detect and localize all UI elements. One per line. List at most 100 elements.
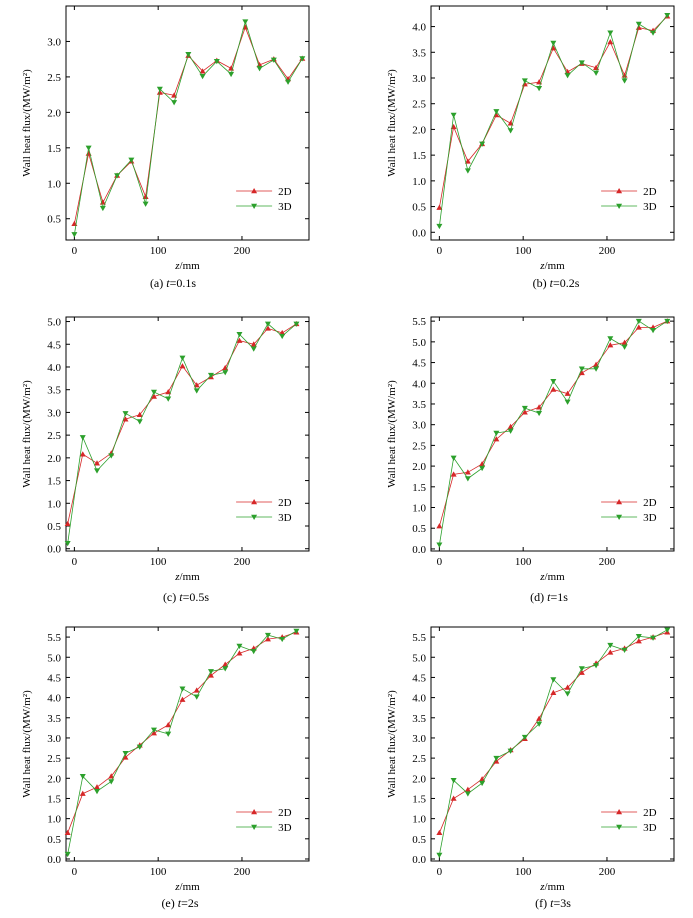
- y-tick-label: 5.5: [47, 632, 61, 644]
- y-tick-label: 4.0: [47, 362, 61, 374]
- y-tick-label: 0.0: [412, 227, 426, 239]
- y-tick-label: 2.0: [47, 107, 61, 119]
- x-axis-unit: /mm: [180, 571, 201, 583]
- caption-variable: t: [550, 896, 554, 910]
- y-tick-label: 2.0: [412, 773, 426, 785]
- data-point-3d: [521, 405, 528, 412]
- y-tick-label: 2.5: [47, 430, 61, 442]
- y-tick-label: 3.5: [412, 47, 426, 59]
- y-tick-label: 4.0: [412, 22, 426, 34]
- y-tick-label: 1.0: [412, 814, 426, 826]
- data-point-2d: [464, 786, 471, 792]
- legend-marker-3d: [616, 514, 623, 520]
- legend-label-2d: 2D: [278, 497, 292, 509]
- x-axis-label: z/mm: [174, 881, 200, 893]
- data-point-2d: [64, 520, 71, 526]
- plot-frame: [65, 626, 310, 862]
- y-tick-label: 2.5: [47, 72, 61, 84]
- data-point-2d: [436, 523, 443, 529]
- data-point-3d: [108, 453, 115, 459]
- data-point-3d: [185, 51, 192, 58]
- y-tick-label: 2.5: [412, 753, 426, 765]
- data-point-3d: [94, 788, 101, 795]
- y-tick-label: 3.0: [47, 733, 61, 745]
- data-point-3d: [436, 852, 443, 858]
- data-point-3d: [593, 366, 600, 372]
- plot-frame: [430, 5, 675, 241]
- data-point-3d: [650, 30, 657, 36]
- x-tick-label: 100: [150, 866, 167, 878]
- y-tick-label: 0.5: [412, 523, 426, 535]
- data-point-3d: [436, 542, 443, 548]
- y-tick-label: 2.5: [412, 440, 426, 452]
- data-point-2d: [450, 795, 457, 801]
- y-tick-label: 0.0: [47, 854, 61, 866]
- x-axis-variable: z: [539, 260, 545, 272]
- data-point-3d: [550, 677, 557, 683]
- data-point-3d: [479, 141, 486, 147]
- x-tick-label: 0: [72, 556, 78, 568]
- caption-value: =3s: [553, 896, 571, 910]
- data-point-2d: [79, 451, 86, 457]
- data-point-3d: [99, 205, 106, 212]
- y-tick-label: 1.0: [412, 176, 426, 188]
- data-point-3d: [207, 669, 214, 675]
- x-axis-unit: /mm: [545, 881, 566, 893]
- data-point-2d: [122, 754, 129, 760]
- y-tick-label: 1.5: [47, 476, 61, 488]
- data-point-2d: [550, 45, 557, 51]
- x-axis-label: z/mm: [174, 571, 200, 583]
- data-point-2d: [536, 404, 543, 410]
- x-axis-label: z/mm: [539, 260, 565, 272]
- x-axis-label: z/mm: [174, 260, 200, 272]
- data-point-2d: [94, 784, 101, 790]
- data-point-3d: [222, 370, 229, 376]
- legend-marker-3d: [616, 824, 623, 830]
- data-point-2d: [493, 112, 500, 118]
- data-point-3d: [250, 346, 257, 352]
- data-point-3d: [493, 430, 500, 436]
- chart-panel-5: 0.0 0.5 1.0 1.5 2.0 2.5 3.0 3.5 4.0 4.5 5.0 5.5 0 100…: [21, 626, 310, 910]
- data-point-3d: [165, 731, 172, 737]
- data-point-2d: [122, 416, 129, 422]
- caption-value: =1s: [550, 590, 568, 604]
- legend-marker-3d: [251, 514, 258, 520]
- data-point-3d: [199, 73, 206, 80]
- data-point-3d: [264, 632, 271, 639]
- data-point-3d: [536, 410, 543, 417]
- x-tick-label: 200: [599, 245, 616, 257]
- legend-marker-3d: [616, 203, 623, 209]
- data-point-3d: [507, 128, 514, 134]
- data-point-2d: [607, 39, 614, 45]
- legend-label-3d: 3D: [278, 201, 292, 213]
- data-point-2d: [550, 689, 557, 696]
- data-point-3d: [635, 634, 642, 640]
- data-point-2d: [564, 390, 571, 396]
- data-point-2d: [550, 386, 557, 392]
- x-tick-label: 200: [234, 556, 251, 568]
- data-point-3d: [236, 332, 243, 338]
- panel-caption: (f) t=3s: [535, 896, 571, 910]
- caption-prefix: (a): [150, 276, 166, 290]
- panel-caption: (e) t=2s: [161, 896, 198, 910]
- x-tick-label: 100: [515, 245, 532, 257]
- data-point-3d: [564, 73, 571, 79]
- data-point-3d: [593, 663, 600, 669]
- data-point-2d: [578, 669, 585, 675]
- y-tick-label: 4.0: [47, 693, 61, 705]
- plot-frame: [65, 316, 310, 552]
- chart-panel-6: 0.0 0.5 1.0 1.5 2.0 2.5 3.0 3.5 4.0 4.5 5.0 5.5 0 100…: [386, 626, 675, 910]
- x-axis-unit: /mm: [180, 260, 201, 272]
- data-point-3d: [165, 396, 172, 402]
- caption-value: =0.2s: [553, 276, 580, 290]
- data-point-2d: [607, 342, 614, 348]
- data-point-3d: [114, 173, 121, 179]
- data-point-3d: [650, 635, 657, 641]
- data-point-3d: [250, 648, 257, 655]
- data-point-2d: [436, 204, 443, 210]
- y-tick-label: 5.0: [412, 652, 426, 664]
- x-axis-variable: z: [539, 881, 545, 893]
- x-tick-label: 200: [234, 866, 251, 878]
- data-point-3d: [193, 694, 200, 700]
